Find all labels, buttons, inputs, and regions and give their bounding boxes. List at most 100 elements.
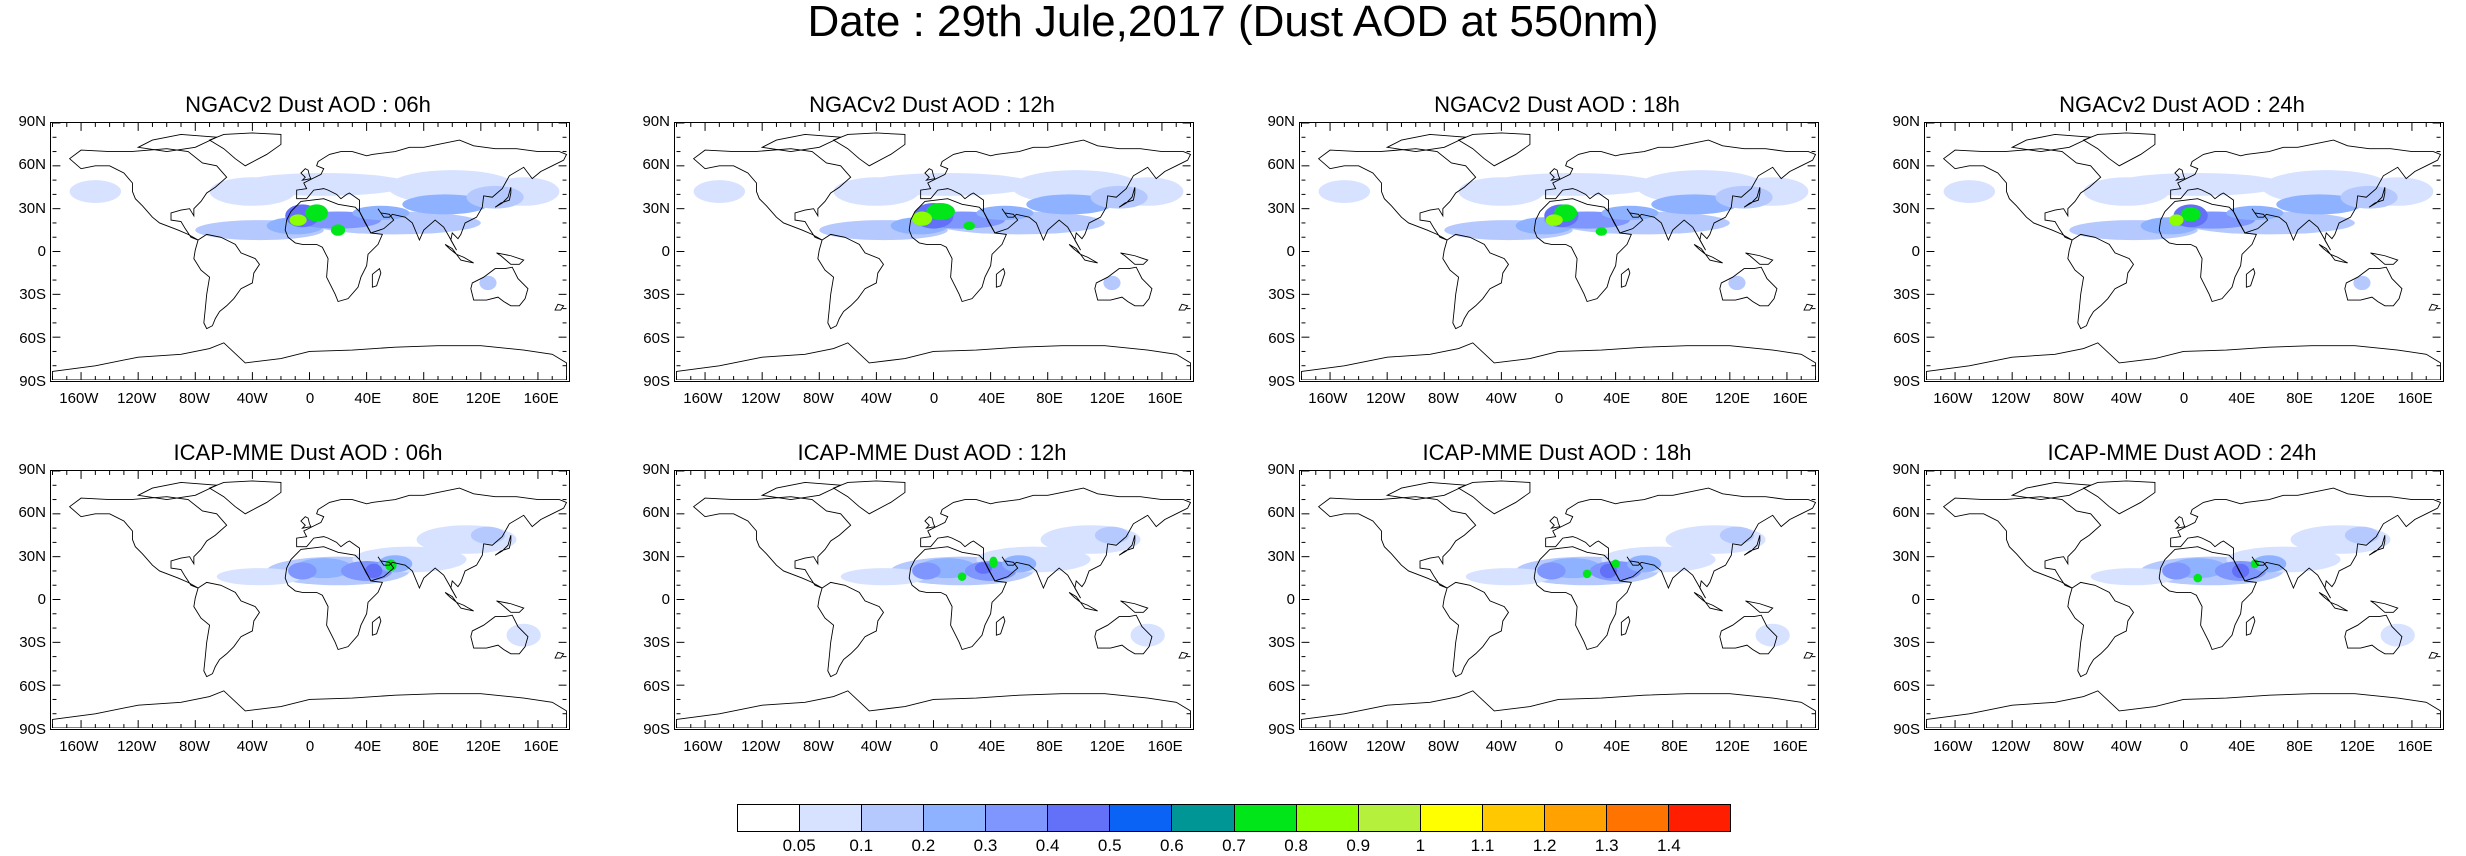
coastline — [371, 267, 382, 288]
dust-aod-patch — [2162, 562, 2191, 580]
lat-tick-label: 30N — [1267, 547, 1295, 565]
map-frame — [1299, 122, 1819, 382]
lon-tick-label: 0 — [305, 390, 315, 407]
lat-tick-label: 30S — [1268, 286, 1295, 304]
colorbar-swatch — [986, 805, 1049, 831]
coastline — [1693, 244, 1723, 264]
lat-tick-label: 60S — [19, 677, 46, 695]
lon-tick-label: 120E — [1714, 738, 1750, 755]
lat-tick-label: 90N — [642, 461, 670, 478]
lon-tick-label: 160W — [1308, 390, 1348, 407]
coastline — [2067, 581, 2135, 678]
dust-aod-patch — [2090, 568, 2177, 586]
lon-tick-label: 80W — [179, 738, 210, 755]
dust-aod-patch — [2232, 563, 2250, 579]
lon-tick-label: 160E — [2397, 390, 2433, 407]
panel-title: NGACv2 Dust AOD : 18h — [1434, 92, 1680, 117]
dust-aod-patch — [963, 221, 975, 231]
lon-tick-label: 120W — [741, 390, 781, 407]
map-frame — [1924, 470, 2444, 730]
colorbar-swatch — [738, 805, 801, 831]
colorbar-swatch — [1420, 805, 1483, 831]
lat-tick-label: 30S — [1268, 634, 1295, 652]
colorbar-swatch — [862, 805, 925, 831]
coastline — [1385, 482, 1468, 501]
coastline — [1745, 600, 1774, 613]
colorbar-swatch — [1234, 805, 1297, 831]
panel-title: NGACv2 Dust AOD : 24h — [2059, 92, 2305, 117]
lat-tick-label: 90N — [18, 461, 46, 478]
coastline — [1094, 266, 1153, 307]
lon-tick-label: 120E — [1089, 390, 1125, 407]
panel-title: ICAP-MME Dust AOD : 06h — [173, 440, 443, 465]
dust-aod-patch — [2112, 172, 2284, 196]
lon-tick-label: 0 — [305, 738, 315, 755]
coastline — [2370, 600, 2399, 613]
dust-aod-patch — [1090, 185, 1148, 209]
colorbar-label: 0.3 — [973, 836, 998, 855]
coastline — [692, 496, 852, 589]
coastline — [2428, 651, 2439, 659]
lon-tick-label: 160W — [59, 738, 99, 755]
map-panel: ICAP-MME Dust AOD : 06h 90N 60N 30N 0 30S 60S 9… — [18, 440, 578, 770]
coastline — [760, 134, 843, 153]
dust-aod-patch — [365, 563, 383, 579]
dust-aod-patch — [1651, 194, 1737, 215]
lat-tick-label: 30S — [1893, 634, 1920, 652]
coastline — [920, 487, 1192, 599]
lat-tick-label: 0 — [661, 243, 670, 260]
lat-tick-label: 90N — [1892, 461, 1920, 478]
lon-tick-label: 0 — [929, 390, 939, 407]
coastline — [2428, 303, 2439, 311]
lat-tick-label: 30N — [1892, 199, 1920, 217]
colorbar-label: 0.6 — [1160, 836, 1184, 855]
coastline — [2368, 535, 2386, 556]
lon-tick-label: 160E — [523, 390, 559, 407]
dust-aod-patch — [2340, 185, 2398, 209]
map-panel: ICAP-MME Dust AOD : 18h 90N 60N 30N 0 30S 60S 9… — [1267, 440, 1827, 770]
lat-tick-label: 90S — [1268, 373, 1295, 390]
coastline — [908, 198, 1007, 303]
coastline — [1545, 139, 1817, 251]
panel-title: ICAP-MME Dust AOD : 24h — [2047, 440, 2317, 465]
dust-aod-patch — [330, 224, 346, 236]
lon-tick-label: 120E — [465, 390, 501, 407]
coastline — [760, 482, 843, 501]
coastline — [1743, 187, 1761, 208]
lon-tick-label: 120E — [2339, 390, 2375, 407]
coastline — [676, 342, 1191, 380]
lon-tick-label: 40E — [354, 738, 382, 755]
lon-tick-label: 160E — [1772, 738, 1808, 755]
lon-tick-label: 160W — [1933, 390, 1973, 407]
coastline — [995, 267, 1006, 288]
coastline — [2170, 487, 2442, 599]
dust-aod-patch — [466, 185, 524, 209]
lat-tick-label: 60N — [18, 156, 46, 174]
coastline — [1385, 134, 1468, 153]
colorbar-swatch — [1048, 805, 1111, 831]
map-panel: NGACv2 Dust AOD : 24h 90N 60N 30N 0 30S 60S 90S… — [1892, 92, 2452, 422]
coastline — [2158, 546, 2257, 651]
coastline — [68, 496, 228, 589]
coastline — [676, 690, 1191, 728]
dust-aod-patch — [974, 562, 993, 574]
dust-aod-patch — [1318, 180, 1371, 203]
lat-tick-label: 30N — [642, 199, 670, 217]
lon-tick-label: 40W — [1485, 390, 1517, 407]
coastline — [1178, 303, 1189, 311]
dust-aod-patch — [1719, 526, 1755, 544]
coastline — [908, 546, 1007, 651]
coastline — [832, 480, 906, 515]
lat-tick-label: 30N — [1892, 547, 1920, 565]
lat-tick-label: 90N — [1267, 113, 1295, 130]
coastline — [444, 244, 474, 264]
coastline — [1301, 690, 1816, 728]
colorbar-swatch — [1544, 805, 1607, 831]
colorbar-label: 0.2 — [911, 836, 936, 855]
dust-aod-patch — [912, 211, 933, 226]
coastline — [2170, 139, 2442, 251]
colorbar-swatch — [1110, 805, 1173, 831]
coastline — [193, 581, 261, 678]
dust-aod-patch — [1465, 568, 1552, 586]
dust-aod-patch — [1103, 275, 1121, 291]
